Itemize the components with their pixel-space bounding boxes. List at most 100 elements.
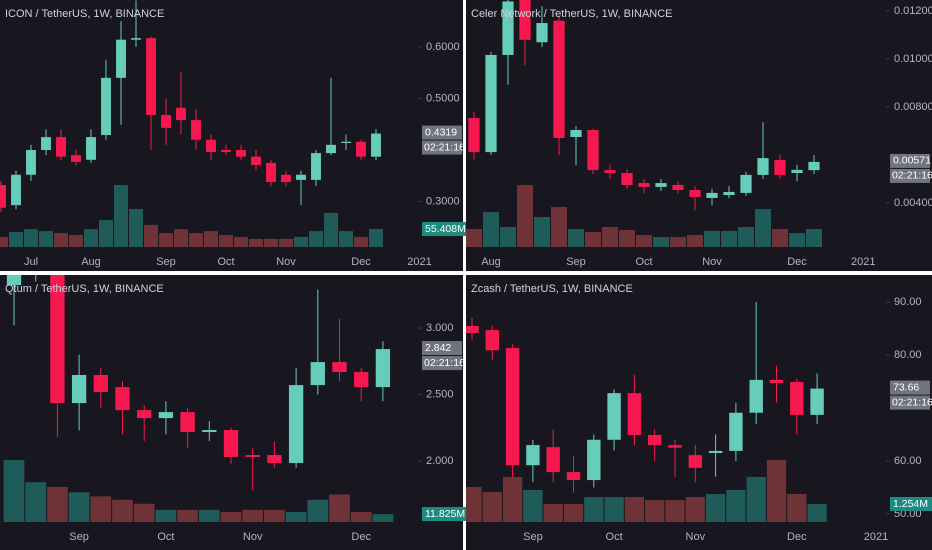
- y-tick-label: 0.5000: [426, 92, 460, 104]
- candle-body: [191, 120, 201, 140]
- volume-bar: [3, 460, 25, 522]
- candle-body: [468, 118, 480, 153]
- candle-body: [769, 379, 784, 384]
- volume-bar: [99, 220, 113, 247]
- panel-background: [0, 0, 463, 271]
- candle-body: [26, 150, 36, 175]
- volume-bar: [9, 232, 23, 247]
- y-tick-label: 80.00: [894, 349, 922, 361]
- x-tick-label: Nov: [702, 256, 722, 268]
- x-tick-label: 2021: [851, 256, 875, 268]
- candle-body: [332, 362, 347, 373]
- volume-bar: [114, 185, 128, 247]
- volume-bar: [466, 229, 482, 247]
- candle-body: [587, 439, 601, 481]
- volume-bar: [482, 492, 502, 522]
- price-label: 73.66: [893, 381, 919, 393]
- candle-body: [553, 20, 565, 138]
- candle-body: [502, 1, 514, 55]
- x-tick-label: Oct: [217, 256, 234, 268]
- volume-bar: [584, 497, 604, 522]
- candle-body: [587, 130, 599, 171]
- candle-body: [485, 54, 497, 153]
- chart-panel: 2.000 2.500 3.000 Sep Oct Nov Dec Qtum / Tether…: [0, 275, 466, 550]
- candle-body: [749, 379, 763, 413]
- volume-bar: [189, 233, 203, 247]
- volume-bar: [585, 232, 601, 247]
- candle-body: [56, 137, 66, 157]
- chart-panel: 0.3000 0.5000 0.6000 Jul Aug Sep Oct Nov Dec 2021…: [0, 0, 466, 271]
- candle-body: [251, 156, 261, 165]
- candle-body: [638, 183, 650, 187]
- candle-body: [131, 38, 141, 40]
- countdown: 02:21:16: [892, 170, 932, 182]
- volume-bar: [789, 233, 805, 247]
- volume-bar: [309, 231, 323, 247]
- candle-body: [356, 141, 366, 157]
- y-tick-label: 90.00: [894, 296, 922, 308]
- volume-bar: [264, 509, 285, 522]
- candle-body: [180, 412, 195, 433]
- volume-bar: [543, 504, 563, 522]
- candle-body: [810, 388, 824, 415]
- x-tick-label: 2021: [864, 531, 888, 543]
- candle-body: [371, 133, 381, 157]
- volume-bar: [294, 236, 308, 247]
- candle-body: [757, 158, 769, 175]
- y-tick-label: 60.00: [894, 455, 922, 467]
- volume-label: 1.254M: [893, 498, 928, 510]
- volume-bar: [0, 236, 8, 247]
- candle-body: [607, 393, 621, 440]
- candle-body: [310, 362, 325, 386]
- x-tick-label: Aug: [481, 256, 501, 268]
- x-tick-label: Dec: [787, 256, 807, 268]
- candle-body: [668, 445, 682, 448]
- x-tick-label: Sep: [523, 531, 543, 543]
- volume-bar: [249, 238, 263, 247]
- plot-area: [3, 275, 394, 522]
- candle-body: [101, 77, 111, 136]
- plot-area: [0, 0, 383, 247]
- candle-body: [466, 325, 479, 333]
- volume-label-box: [422, 222, 466, 237]
- volume-bar: [174, 229, 188, 247]
- x-tick-label: Oct: [635, 256, 652, 268]
- candle-body: [296, 174, 306, 180]
- candle-body: [791, 169, 803, 173]
- volume-bar: [307, 499, 329, 522]
- volume-bar: [755, 209, 771, 247]
- candle-body: [708, 450, 723, 454]
- volume-bar: [766, 460, 787, 522]
- candle-body: [115, 387, 130, 411]
- x-tick-label: Aug: [81, 256, 101, 268]
- y-tick-label: 0.00400: [894, 197, 932, 209]
- candle-body: [519, 0, 531, 40]
- y-tick-label: 2.000: [426, 455, 454, 467]
- volume-bar: [204, 231, 218, 247]
- candle-body: [689, 190, 701, 197]
- volume-bar: [39, 231, 53, 247]
- volume-bar: [220, 511, 242, 522]
- plot-area: [466, 301, 827, 522]
- y-tick-label: 2.500: [426, 388, 454, 400]
- candle-body: [206, 139, 216, 153]
- candle-body: [146, 38, 156, 115]
- price-label-box: [890, 380, 930, 395]
- countdown-box: [422, 140, 462, 155]
- candle-body: [672, 184, 684, 191]
- candle-body: [546, 447, 560, 473]
- candle-body: [311, 153, 321, 180]
- volume-bar: [746, 476, 766, 522]
- volume-bar: [726, 489, 746, 522]
- candle-body: [621, 172, 633, 185]
- countdown: 02:21:16: [424, 141, 465, 153]
- candle-body: [267, 455, 282, 464]
- volume-bar: [329, 494, 350, 522]
- candle-body: [688, 455, 702, 468]
- volume-bar: [372, 514, 394, 522]
- candle-body: [245, 455, 260, 458]
- x-tick-label: Dec: [351, 256, 371, 268]
- plot-area: [466, 0, 822, 247]
- volume-bar: [636, 235, 652, 247]
- x-tick-label: Oct: [157, 531, 174, 543]
